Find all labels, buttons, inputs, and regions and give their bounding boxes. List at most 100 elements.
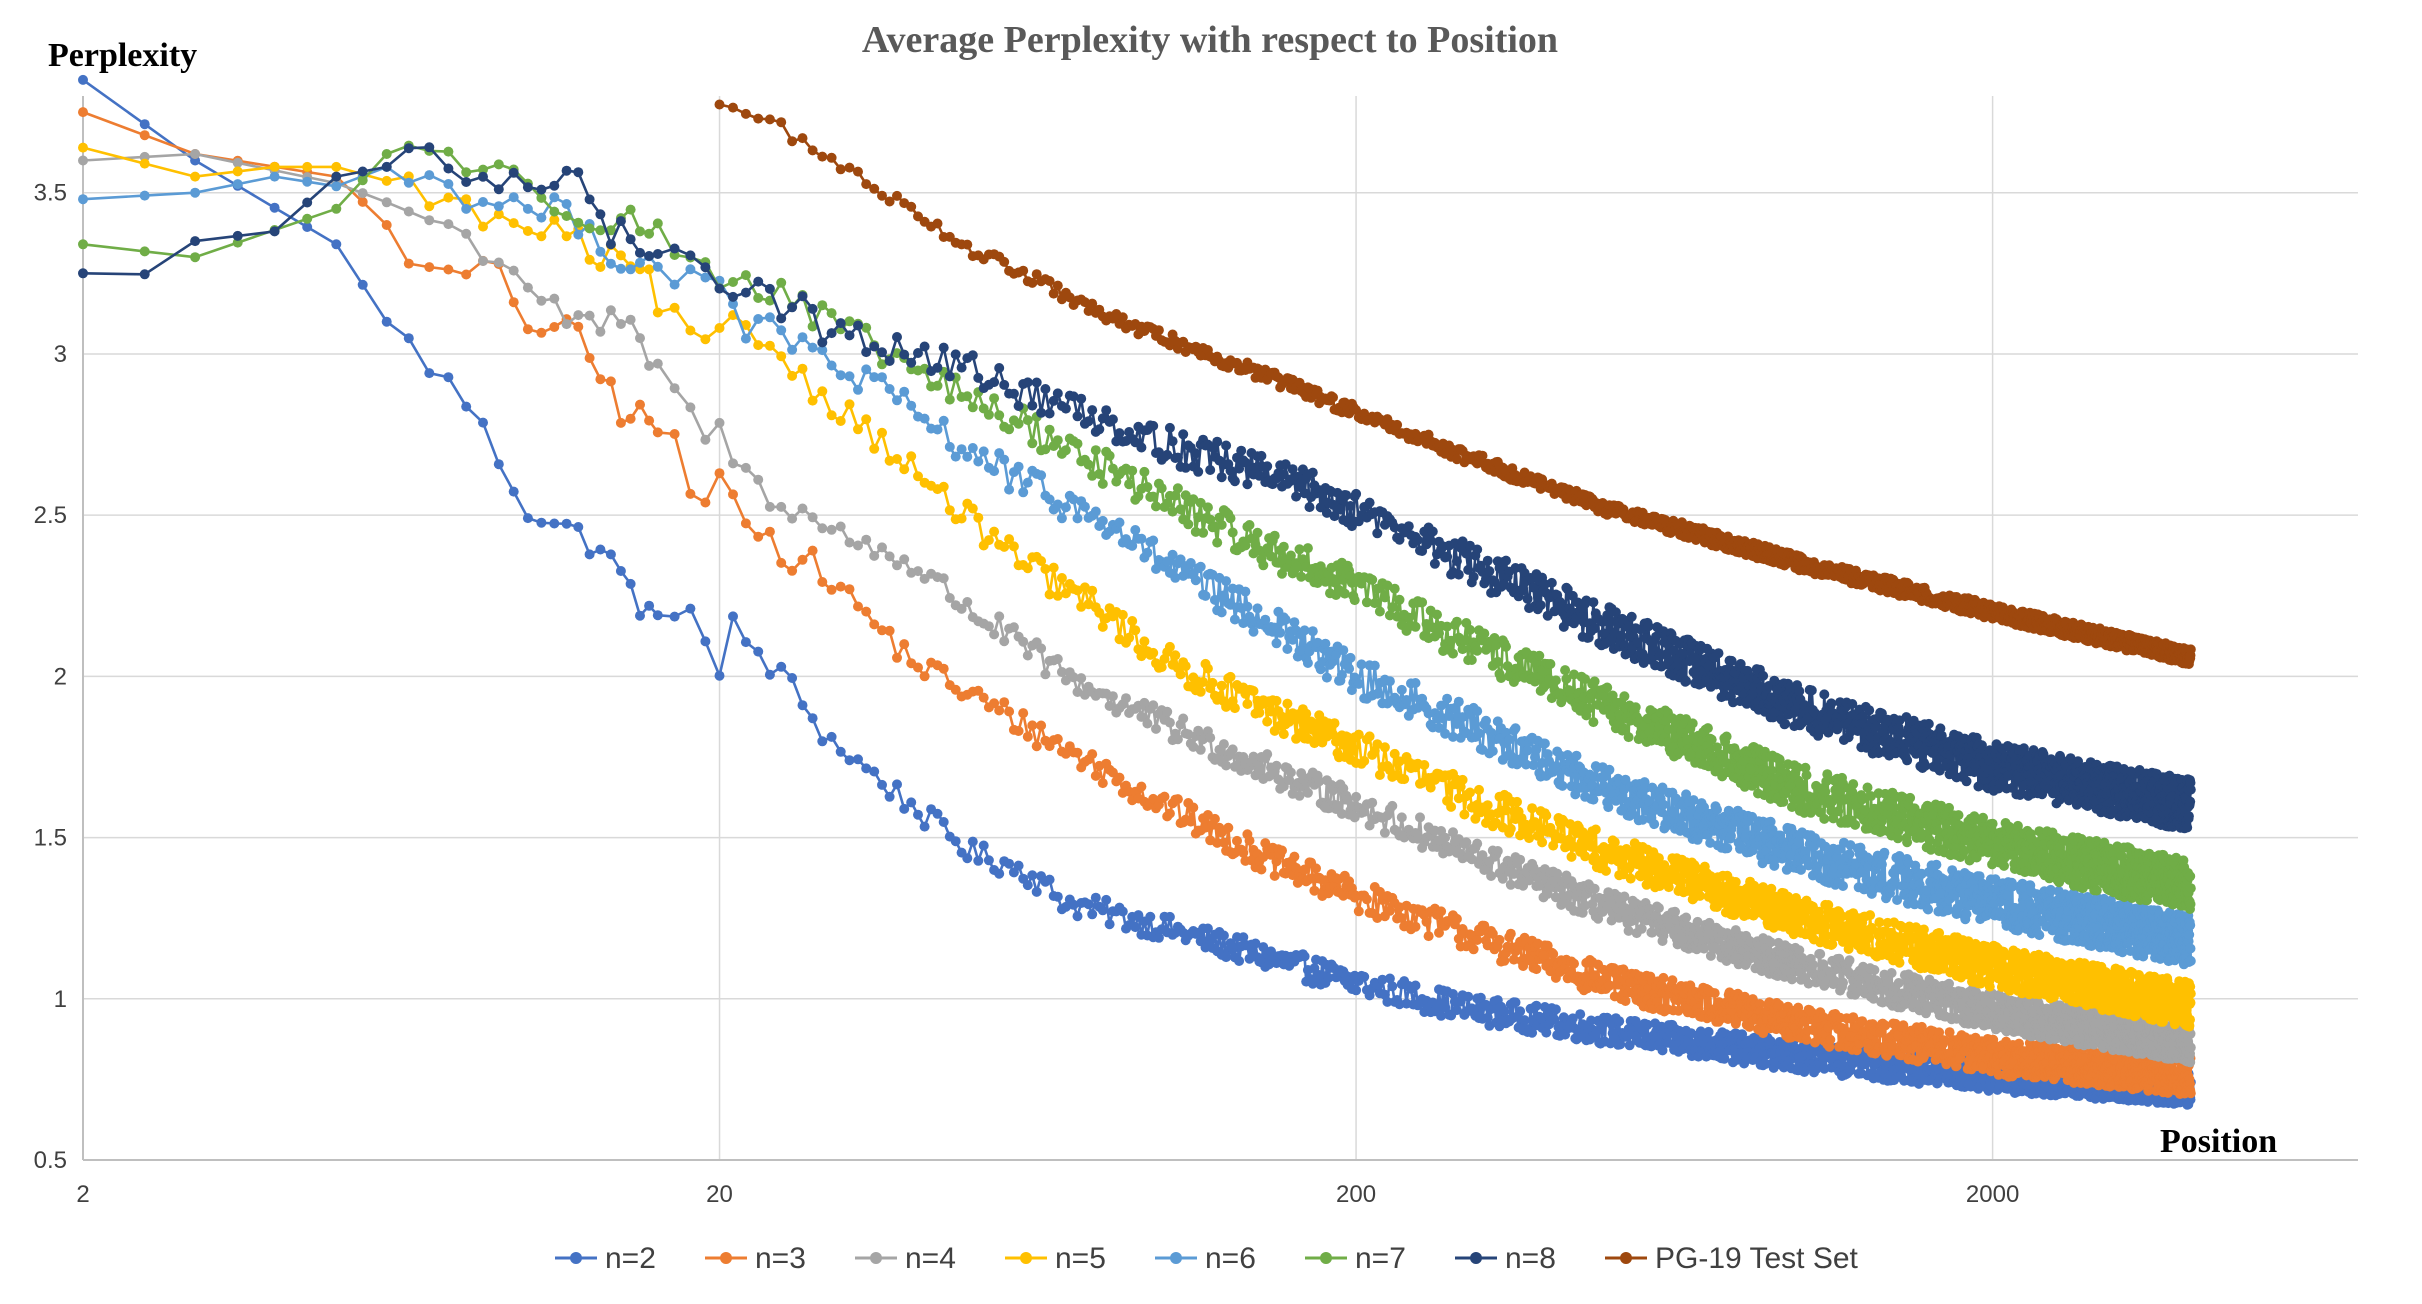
- data-point: [1018, 636, 1029, 647]
- data-point: [644, 415, 655, 426]
- data-point: [1865, 910, 1876, 921]
- data-point: [508, 297, 519, 308]
- data-point: [1139, 636, 1150, 647]
- data-point: [2185, 1042, 2196, 1053]
- data-point: [899, 639, 910, 650]
- data-point: [1117, 609, 1128, 620]
- data-point: [1737, 1029, 1748, 1040]
- data-point: [899, 803, 910, 814]
- data-point: [869, 619, 880, 630]
- data-point: [753, 340, 764, 351]
- data-point: [1448, 989, 1458, 999]
- data-point: [764, 501, 775, 512]
- data-point: [1419, 760, 1430, 770]
- data-point: [826, 731, 837, 742]
- data-point: [1178, 713, 1189, 724]
- data-point: [635, 610, 645, 621]
- data-point: [615, 417, 626, 428]
- data-point: [1207, 677, 1218, 688]
- data-point: [1234, 956, 1245, 966]
- data-point: [817, 736, 828, 747]
- data-point: [932, 808, 943, 819]
- data-point: [787, 370, 798, 381]
- data-point: [1492, 846, 1503, 856]
- data-point: [861, 534, 872, 545]
- data-point: [1657, 1045, 1668, 1056]
- data-point: [1541, 1027, 1552, 1038]
- data-point: [1468, 944, 1479, 955]
- data-point: [1218, 837, 1229, 848]
- data-point: [853, 540, 863, 551]
- data-point: [595, 262, 606, 272]
- data-point: [764, 669, 775, 680]
- data-point: [1277, 845, 1287, 856]
- data-point: [1148, 647, 1159, 658]
- data-point: [797, 700, 808, 711]
- data-point: [443, 372, 454, 383]
- data-point: [817, 577, 828, 587]
- data-point: [1008, 622, 1019, 633]
- data-point: [877, 542, 887, 553]
- data-point: [989, 526, 1000, 537]
- data-point: [1027, 720, 1038, 731]
- data-point: [1801, 1034, 1812, 1045]
- data-point: [1620, 996, 1631, 1006]
- data-point: [740, 637, 751, 648]
- data-point: [331, 161, 342, 172]
- data-point: [1188, 802, 1199, 813]
- data-point: [685, 603, 696, 614]
- data-point: [1864, 932, 1875, 943]
- data-point: [615, 566, 626, 576]
- data-point: [478, 417, 488, 428]
- data-point: [635, 333, 645, 344]
- data-point: [1410, 921, 1421, 932]
- data-point: [424, 262, 435, 273]
- data-point: [944, 505, 955, 516]
- data-point: [740, 462, 751, 473]
- data-point: [1117, 906, 1128, 917]
- data-point: [1242, 699, 1253, 709]
- data-point: [1815, 949, 1826, 959]
- data-point: [714, 417, 725, 428]
- data-point: [1515, 854, 1526, 865]
- data-point: [919, 671, 930, 682]
- data-point: [1060, 901, 1071, 912]
- data-point: [776, 351, 787, 362]
- data-point: [1432, 1003, 1442, 1013]
- data-point: [1642, 1019, 1653, 1030]
- data-point: [1625, 873, 1636, 884]
- data-point: [1048, 562, 1059, 573]
- data-point: [892, 779, 902, 790]
- data-point: [1087, 909, 1098, 920]
- data-point: [1223, 822, 1234, 833]
- data-point: [1195, 744, 1206, 755]
- data-point: [700, 497, 711, 508]
- data-point: [1844, 955, 1855, 966]
- data-point: [357, 188, 368, 199]
- data-point: [669, 611, 680, 622]
- data-point: [78, 107, 88, 118]
- data-point: [1022, 731, 1033, 742]
- data-point: [817, 523, 828, 534]
- data-point: [1652, 1032, 1662, 1043]
- data-point: [1465, 787, 1475, 798]
- data-point: [1262, 749, 1273, 760]
- data-point: [1238, 847, 1249, 858]
- data-point: [962, 853, 973, 864]
- data-point: [1052, 734, 1063, 744]
- data-point: [522, 324, 533, 335]
- data-point: [1440, 1002, 1451, 1013]
- data-point: [1097, 621, 1108, 632]
- data-point: [994, 611, 1005, 622]
- data-point: [232, 166, 243, 177]
- data-point: [989, 698, 1000, 709]
- data-point: [1589, 883, 1600, 894]
- data-point: [1353, 906, 1364, 917]
- data-point: [1185, 816, 1196, 827]
- data-point: [1221, 760, 1232, 771]
- data-point: [1359, 971, 1370, 982]
- data-point: [1104, 919, 1115, 930]
- data-point: [685, 488, 696, 499]
- data-point: [461, 401, 472, 412]
- data-point: [1351, 791, 1362, 802]
